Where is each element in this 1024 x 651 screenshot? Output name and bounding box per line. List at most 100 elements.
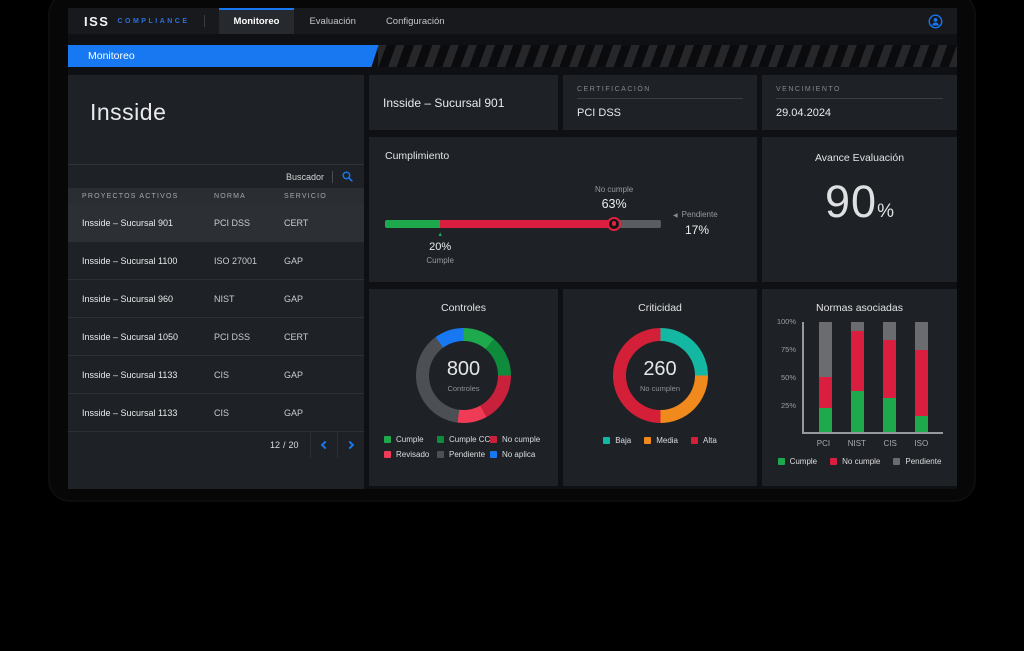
bar-segment [851, 322, 865, 331]
nav-tab[interactable]: Evaluación [309, 15, 356, 27]
expiry-card: VENCIMIENTO 29.04.2024 [762, 75, 957, 130]
table-row[interactable]: Insside – Sucursal 1050 PCI DSS CERT [68, 318, 364, 356]
table-cell: PCI DSS [214, 217, 251, 228]
legend-label: Cumple [396, 435, 424, 444]
bar-segment [914, 349, 928, 416]
project-card: Insside – Sucursal 901 [369, 75, 558, 130]
cumplimiento-panel: Cumplimiento No cumple 63% ▲ 20% [369, 137, 757, 282]
table-cell: CERT [284, 331, 309, 342]
logo-primary: ISS [84, 13, 110, 29]
nav-tab[interactable]: Configuración [385, 15, 445, 27]
main-nav: Monitoreo Evaluación Configuración [218, 8, 460, 34]
avance-value: 90 [825, 176, 878, 227]
legend-item: Pendiente [436, 450, 490, 459]
dashboard-main: Insside – Sucursal 901 CERTIFICACIÓN PCI… [369, 75, 957, 489]
pendiente-value: 17% [685, 223, 710, 237]
column-header: SERVICIO [284, 192, 327, 200]
stacked-bar-pci [819, 322, 833, 432]
banner-row: Monitoreo [68, 45, 957, 67]
legend-item: No aplica [489, 450, 543, 459]
content-area: Insside Buscador PROYECTOS ACTIVOS NORMA S… [68, 67, 957, 489]
y-axis-tick: 75% [780, 345, 796, 354]
bar-segment [882, 322, 896, 340]
no-cumple-label: No cumple [594, 184, 634, 194]
search-icon[interactable] [341, 170, 354, 183]
normas-panel: Normas asociadas 25% 50% 75% 100% PCI NIST CI… [762, 289, 957, 486]
normas-legend: Cumple No cumple Pendiente [762, 457, 957, 466]
page-separator: / [282, 440, 286, 450]
table-cell: CERT [284, 217, 309, 228]
bar-segment [851, 330, 865, 392]
nav-tab[interactable]: Monitoreo [218, 8, 295, 34]
table-row[interactable]: Insside – Sucursal 1133 CIS GAP [68, 394, 364, 432]
criticidad-panel: Criticidad 260 No cumplen Baja Media Alta [563, 289, 757, 486]
table-cell: GAP [284, 293, 304, 304]
table-cell: Insside – Sucursal 1133 [82, 369, 178, 380]
legend-swatch [777, 458, 785, 465]
table-cell: ISO 27001 [214, 255, 258, 266]
legend-item: Baja [603, 436, 631, 445]
banner-stripes [378, 45, 957, 67]
legend-swatch [384, 451, 391, 458]
legend-swatch [384, 436, 391, 443]
prev-page-button[interactable] [310, 432, 337, 458]
user-avatar-button[interactable] [924, 8, 947, 34]
x-axis-labels: PCI NIST CIS ISO [802, 434, 943, 448]
next-page-button[interactable] [337, 432, 364, 458]
bar-segment [914, 322, 928, 350]
bar-segment [819, 322, 833, 378]
legend-swatch [436, 451, 444, 458]
logo-secondary: COMPLIANCE [117, 17, 190, 25]
table-cell: GAP [284, 407, 304, 418]
progress-marker[interactable] [607, 216, 622, 231]
table-cell: GAP [284, 255, 304, 266]
search-label[interactable]: Buscador [285, 171, 324, 182]
certification-label: CERTIFICACIÓN [577, 86, 743, 99]
y-axis-tick: 25% [780, 401, 796, 410]
table-cell: GAP [284, 369, 304, 380]
table-cell: Insside – Sucursal 1100 [82, 255, 178, 266]
expiry-value: 29.04.2024 [776, 107, 832, 119]
panel-header: Insside [68, 75, 364, 164]
app-logo: ISS COMPLIANCE [68, 8, 190, 34]
table-row[interactable]: Insside – Sucursal 901 PCI DSS CERT [68, 204, 364, 242]
stacked-bar-cis [882, 322, 896, 432]
column-header: PROYECTOS ACTIVOS [82, 192, 179, 200]
legend-item: Cumple [384, 435, 437, 444]
divider [332, 170, 333, 183]
search-bar: Buscador [68, 164, 364, 188]
project-title: Insside – Sucursal 901 [383, 95, 505, 110]
cumple-value: 20% [429, 240, 452, 253]
legend-label: Cumple [789, 457, 818, 466]
stacked-bar-nist [851, 322, 865, 432]
bar-segment [819, 377, 833, 408]
legend-label: Alta [703, 436, 717, 445]
avance-kpi: 90 % [762, 176, 957, 228]
bar-segment [851, 391, 865, 432]
legend-label: Cumple CC [448, 435, 491, 444]
table-row[interactable]: Insside – Sucursal 960 NIST GAP [68, 280, 364, 318]
table-row[interactable]: Insside – Sucursal 1100 ISO 27001 GAP [68, 242, 364, 280]
projects-panel: Insside Buscador PROYECTOS ACTIVOS NORMA S… [68, 75, 364, 489]
table-cell: CIS [214, 369, 230, 380]
legend-item: No cumple [830, 457, 880, 466]
compliance-bar-row: No cumple 63% ▲ 20% Cumple ◀ Pendiente [385, 185, 741, 265]
left-triangle-icon: ◀ [673, 213, 678, 219]
legend-label: No cumple [501, 435, 541, 444]
plot-area: PCI NIST CIS ISO [802, 322, 943, 448]
page-banner-label: Monitoreo [88, 50, 135, 62]
chevron-left-icon [320, 440, 330, 450]
panel-title: Insside [90, 99, 167, 125]
x-axis-tick: ISO [914, 439, 929, 448]
table-cell: CIS [214, 407, 230, 418]
x-axis-tick: PCI [816, 439, 831, 448]
topbar: ISS COMPLIANCE Monitoreo Evaluación Config… [68, 8, 957, 34]
table-cell: Insside – Sucursal 901 [82, 217, 174, 228]
progress-segment-pendiente [614, 219, 661, 228]
y-axis-tick: 50% [780, 373, 796, 382]
criticidad-count: 260 [643, 358, 677, 380]
table-row[interactable]: Insside – Sucursal 1133 CIS GAP [68, 356, 364, 394]
legend-label: Revisado [396, 450, 430, 459]
page-total: 20 [288, 440, 299, 450]
